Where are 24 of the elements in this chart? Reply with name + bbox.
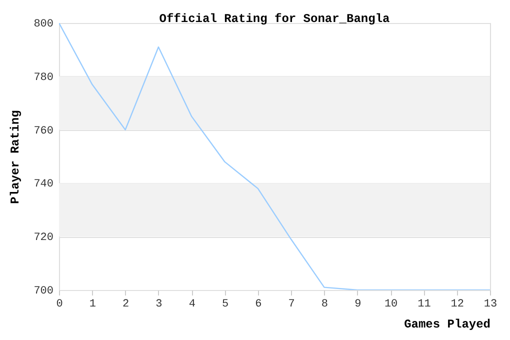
x-tick-label: 2 [122, 298, 130, 310]
x-tick-label: 7 [288, 298, 295, 310]
x-tick-label: 8 [321, 298, 328, 310]
x-tick-label: 6 [255, 298, 262, 310]
x-tick-label: 11 [418, 298, 432, 310]
x-tick-label: 5 [222, 298, 229, 310]
x-tick-label: 3 [156, 298, 162, 310]
y-tick-label: 720 [34, 232, 54, 244]
x-tick-label: 4 [188, 298, 196, 310]
x-tick-label: 9 [354, 298, 362, 310]
chart-title: Official Rating for Sonar_Bangla [159, 12, 390, 26]
x-tick-label: 10 [384, 298, 398, 310]
x-tick-label: 1 [89, 298, 96, 310]
x-tick-label: 0 [56, 298, 63, 310]
x-tick-label: 13 [484, 298, 498, 310]
y-axis-title: Player Rating [8, 110, 23, 204]
y-tick-label: 760 [34, 125, 54, 138]
y-tick-label: 700 [34, 286, 54, 298]
y-tick-label: 740 [34, 178, 54, 191]
y-tick-label: 780 [34, 72, 54, 84]
y-tick-label: 800 [34, 18, 54, 30]
line-series [59, 23, 490, 290]
x-tick-label: 12 [450, 298, 464, 310]
x-axis-title: Games Played [404, 318, 490, 332]
